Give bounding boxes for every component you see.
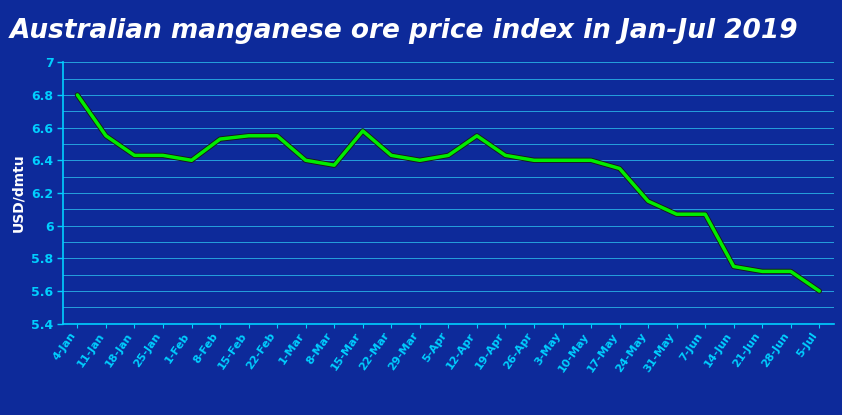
Y-axis label: USD/dmtu: USD/dmtu [12,154,25,232]
Text: Australian manganese ore price index in Jan-Jul 2019: Australian manganese ore price index in … [10,18,799,44]
